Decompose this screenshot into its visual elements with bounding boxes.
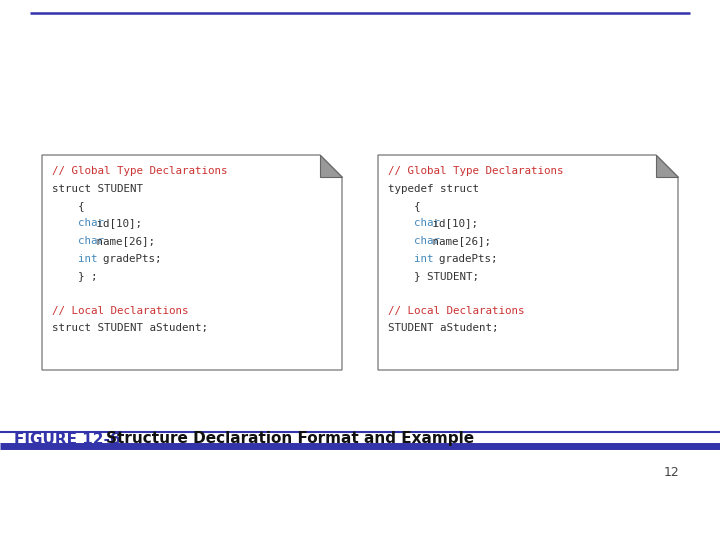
Text: struct STUDENT aStudent;: struct STUDENT aStudent; — [52, 323, 208, 334]
Text: // Local Declarations: // Local Declarations — [388, 306, 524, 316]
Text: char: char — [388, 236, 440, 246]
Text: } STUDENT;: } STUDENT; — [388, 271, 479, 281]
Text: 12: 12 — [664, 465, 680, 478]
Text: STUDENT aStudent;: STUDENT aStudent; — [388, 323, 498, 334]
Text: typedef struct: typedef struct — [388, 184, 479, 193]
Text: name[26];: name[26]; — [426, 236, 490, 246]
Polygon shape — [42, 155, 342, 370]
Text: Structure Declaration Format and Example: Structure Declaration Format and Example — [106, 431, 474, 447]
Text: {: { — [52, 201, 84, 211]
Text: id[10];: id[10]; — [89, 219, 142, 228]
Polygon shape — [320, 155, 342, 177]
Polygon shape — [656, 155, 678, 177]
Text: char: char — [52, 219, 104, 228]
Text: int: int — [52, 253, 104, 264]
Text: name[26];: name[26]; — [89, 236, 155, 246]
Text: char: char — [388, 219, 440, 228]
Text: // Local Declarations: // Local Declarations — [52, 306, 189, 316]
Text: // Global Type Declarations: // Global Type Declarations — [52, 166, 228, 176]
Text: char: char — [52, 236, 104, 246]
Text: } ;: } ; — [52, 271, 97, 281]
Text: gradePts;: gradePts; — [426, 253, 497, 264]
Polygon shape — [378, 155, 678, 370]
Text: gradePts;: gradePts; — [89, 253, 161, 264]
Text: struct STUDENT: struct STUDENT — [52, 184, 143, 193]
Text: int: int — [388, 253, 440, 264]
Text: FIGURE 12-6: FIGURE 12-6 — [14, 431, 121, 447]
Text: // Global Type Declarations: // Global Type Declarations — [388, 166, 564, 176]
Text: id[10];: id[10]; — [426, 219, 477, 228]
Text: {: { — [388, 201, 420, 211]
